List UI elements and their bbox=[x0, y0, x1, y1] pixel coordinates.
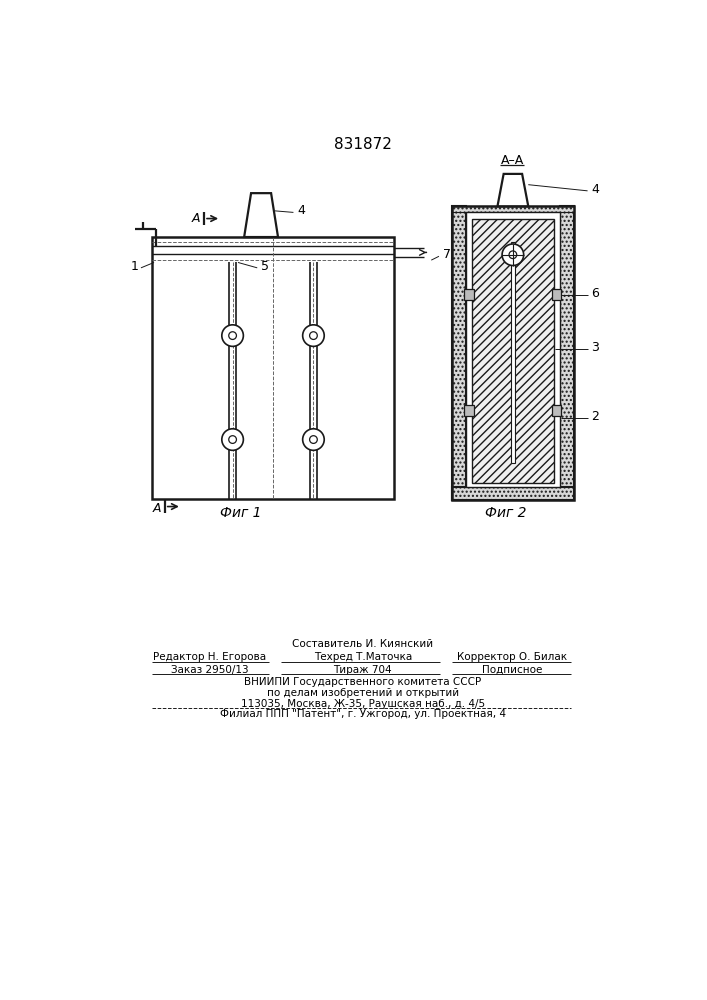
Text: 831872: 831872 bbox=[334, 137, 392, 152]
Text: Редактор Н. Егорова: Редактор Н. Егорова bbox=[153, 652, 266, 662]
Circle shape bbox=[310, 436, 317, 443]
Text: 7: 7 bbox=[443, 248, 450, 261]
Circle shape bbox=[509, 251, 517, 259]
Text: 113035, Москва, Ж-35, Раушская наб., д. 4/5: 113035, Москва, Ж-35, Раушская наб., д. … bbox=[240, 699, 485, 709]
Text: 4: 4 bbox=[297, 204, 305, 217]
Polygon shape bbox=[244, 193, 278, 237]
Bar bbox=[152, 237, 395, 499]
Text: 1: 1 bbox=[131, 260, 139, 273]
Text: 6: 6 bbox=[591, 287, 600, 300]
Bar bbox=[466, 212, 560, 487]
Text: Корректор О. Билак: Корректор О. Билак bbox=[457, 652, 567, 662]
Circle shape bbox=[229, 332, 236, 339]
Bar bbox=[560, 206, 573, 500]
Text: A: A bbox=[192, 212, 201, 225]
Bar bbox=[464, 289, 474, 300]
Circle shape bbox=[222, 325, 243, 346]
Text: Техред Т.Маточка: Техред Т.Маточка bbox=[314, 652, 412, 662]
Circle shape bbox=[502, 244, 524, 266]
Text: Тираж 704: Тираж 704 bbox=[334, 665, 392, 675]
Bar bbox=[472, 219, 554, 483]
Circle shape bbox=[310, 332, 317, 339]
Text: А–А: А–А bbox=[501, 154, 525, 167]
Bar bbox=[552, 289, 561, 300]
Text: Составитель И. Киянский: Составитель И. Киянский bbox=[292, 639, 433, 649]
Circle shape bbox=[303, 325, 325, 346]
Bar bbox=[552, 405, 561, 416]
Circle shape bbox=[303, 429, 325, 450]
Bar bbox=[452, 487, 573, 500]
Text: 4: 4 bbox=[591, 183, 600, 196]
Text: Филиал ППП "Патент", г. Ужгород, ул. Проектная, 4: Филиал ППП "Патент", г. Ужгород, ул. Про… bbox=[220, 709, 506, 719]
Text: по делам изобретений и открытий: по делам изобретений и открытий bbox=[267, 688, 459, 698]
Polygon shape bbox=[498, 174, 528, 206]
Bar bbox=[452, 206, 573, 500]
Bar bbox=[452, 206, 573, 212]
Text: Подписное: Подписное bbox=[482, 665, 542, 675]
Text: Фиг 2: Фиг 2 bbox=[485, 506, 527, 520]
Bar bbox=[510, 242, 515, 463]
Text: 2: 2 bbox=[591, 410, 600, 423]
Text: 5: 5 bbox=[261, 260, 269, 273]
Bar bbox=[464, 405, 474, 416]
Text: ВНИИПИ Государственного комитета СССР: ВНИИПИ Государственного комитета СССР bbox=[244, 677, 481, 687]
Text: A: A bbox=[153, 502, 161, 515]
Text: Заказ 2950/13: Заказ 2950/13 bbox=[170, 665, 248, 675]
Bar bbox=[452, 206, 466, 500]
Circle shape bbox=[229, 436, 236, 443]
Circle shape bbox=[222, 429, 243, 450]
Text: Фиг 1: Фиг 1 bbox=[220, 506, 261, 520]
Text: 3: 3 bbox=[591, 341, 600, 354]
